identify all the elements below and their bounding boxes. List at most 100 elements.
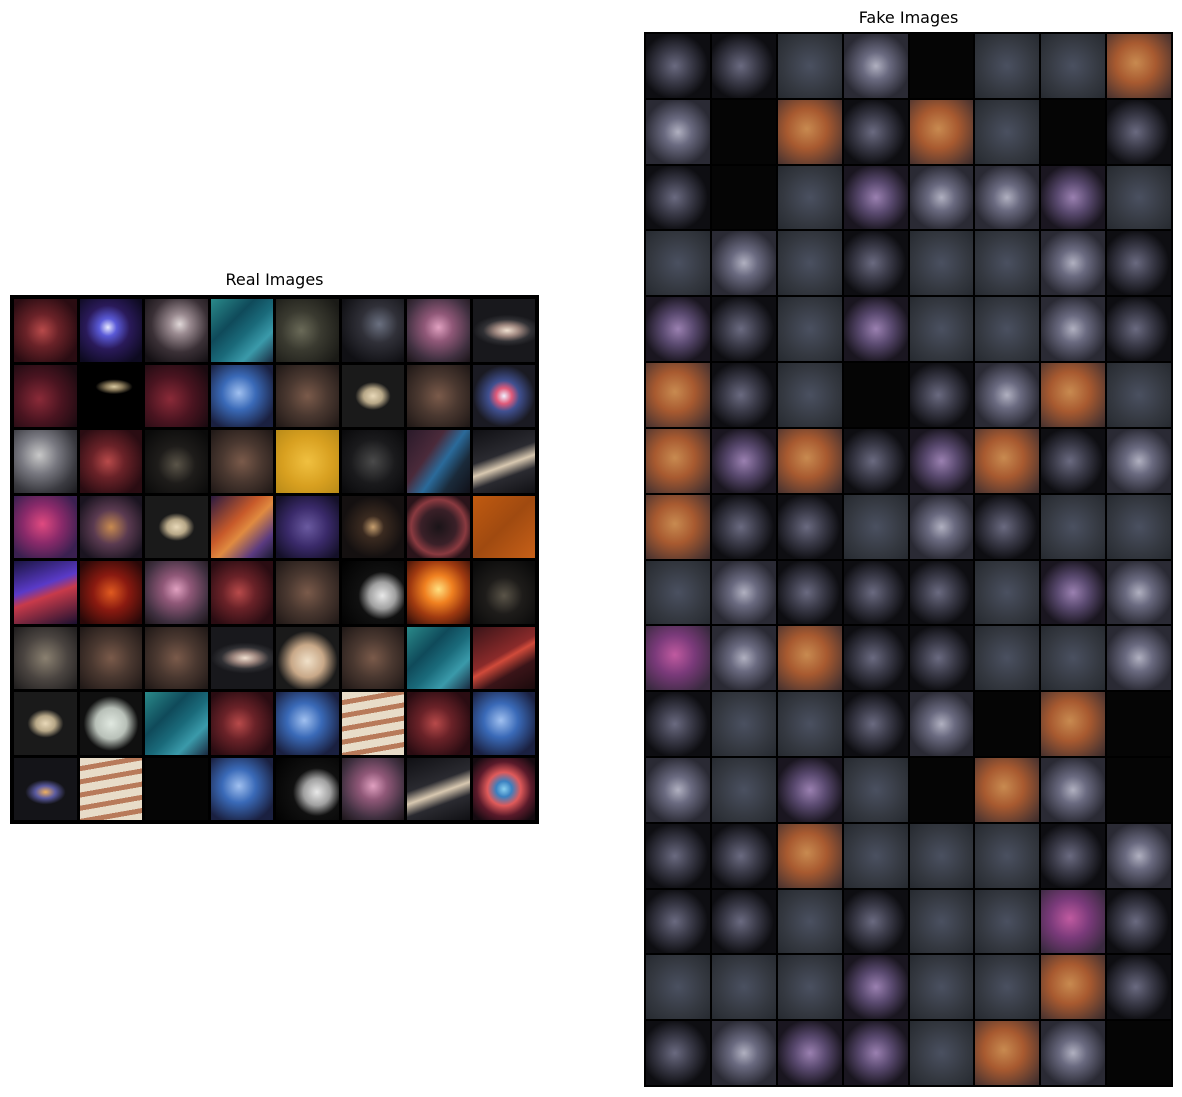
fake-image-tile (711, 757, 776, 822)
fake-image-tile (1107, 692, 1171, 756)
real-image-tile (276, 561, 339, 624)
fake-image-tile (975, 428, 1040, 493)
fake-images-grid (644, 32, 1173, 1087)
real-image-tile (79, 430, 142, 493)
fake-image-tile (646, 626, 710, 691)
fake-image-tile (777, 823, 842, 888)
fake-image-tile (1107, 231, 1171, 296)
fake-image-tile (843, 297, 908, 362)
fake-image-tile (1041, 692, 1106, 756)
fake-image-tile (909, 757, 974, 822)
real-image-tile (14, 757, 77, 820)
fake-image-tile (646, 231, 710, 296)
fake-images-title: Fake Images (858, 8, 959, 27)
fake-image-tile (777, 494, 842, 559)
real-image-tile (407, 495, 470, 558)
fake-image-tile (909, 428, 974, 493)
real-images-grid (10, 295, 539, 824)
fake-image-tile (909, 363, 974, 427)
real-image-tile (145, 299, 208, 362)
fake-image-tile (975, 692, 1040, 756)
fake-image-tile (975, 231, 1040, 296)
fake-image-tile (1041, 955, 1106, 1020)
fake-image-tile (711, 428, 776, 493)
fake-image-tile (777, 99, 842, 164)
fake-image-tile (843, 34, 908, 98)
real-image-tile (145, 495, 208, 558)
real-image-tile (14, 495, 77, 558)
fake-image-tile (646, 823, 710, 888)
fake-image-tile (711, 231, 776, 296)
real-image-tile (210, 495, 273, 558)
fake-image-tile (975, 363, 1040, 427)
real-image-tile (341, 299, 404, 362)
fake-image-tile (909, 955, 974, 1020)
real-image-tile (341, 692, 404, 755)
real-image-tile (276, 299, 339, 362)
fake-image-tile (975, 34, 1040, 98)
fake-image-tile (1107, 494, 1171, 559)
fake-image-tile (646, 165, 710, 230)
real-image-tile (79, 561, 142, 624)
fake-image-tile (1107, 823, 1171, 888)
fake-image-tile (711, 297, 776, 362)
fake-image-tile (1041, 297, 1106, 362)
fake-image-tile (711, 560, 776, 625)
fake-image-tile (1107, 560, 1171, 625)
real-image-tile (79, 626, 142, 689)
fake-image-tile (711, 494, 776, 559)
real-image-tile (145, 757, 208, 820)
fake-image-tile (777, 297, 842, 362)
real-image-tile (276, 692, 339, 755)
fake-image-tile (843, 1021, 908, 1085)
fake-image-tile (1041, 363, 1106, 427)
real-image-tile (79, 495, 142, 558)
fake-image-tile (909, 494, 974, 559)
fake-image-tile (975, 297, 1040, 362)
fake-image-tile (646, 494, 710, 559)
fake-image-tile (1107, 99, 1171, 164)
fake-image-tile (1107, 889, 1171, 954)
real-image-tile (14, 364, 77, 427)
fake-image-tile (843, 428, 908, 493)
fake-image-tile (843, 363, 908, 427)
real-image-tile (407, 561, 470, 624)
real-image-tile (79, 364, 142, 427)
fake-image-tile (711, 165, 776, 230)
fake-image-tile (711, 1021, 776, 1085)
fake-image-tile (1107, 34, 1171, 98)
fake-image-tile (646, 560, 710, 625)
fake-image-tile (909, 823, 974, 888)
real-image-tile (276, 757, 339, 820)
fake-image-tile (1107, 955, 1171, 1020)
fake-image-tile (777, 955, 842, 1020)
real-image-tile (341, 561, 404, 624)
real-images-title: Real Images (225, 270, 324, 289)
fake-image-tile (777, 165, 842, 230)
fake-image-tile (1041, 626, 1106, 691)
real-image-tile (407, 757, 470, 820)
fake-image-tile (909, 34, 974, 98)
real-image-tile (407, 364, 470, 427)
real-image-tile (472, 757, 535, 820)
fake-image-tile (909, 560, 974, 625)
real-image-tile (276, 364, 339, 427)
fake-image-tile (711, 34, 776, 98)
fake-image-tile (1041, 99, 1106, 164)
fake-image-tile (975, 955, 1040, 1020)
fake-image-tile (777, 626, 842, 691)
real-image-tile (79, 757, 142, 820)
fake-image-tile (711, 99, 776, 164)
fake-image-tile (975, 823, 1040, 888)
fake-image-tile (646, 99, 710, 164)
fake-image-tile (843, 626, 908, 691)
real-image-tile (341, 364, 404, 427)
real-image-tile (472, 299, 535, 362)
fake-image-tile (1041, 1021, 1106, 1085)
fake-image-tile (975, 889, 1040, 954)
real-image-tile (341, 495, 404, 558)
fake-image-tile (1041, 560, 1106, 625)
fake-image-tile (1041, 428, 1106, 493)
fake-image-tile (909, 99, 974, 164)
fake-image-tile (646, 757, 710, 822)
